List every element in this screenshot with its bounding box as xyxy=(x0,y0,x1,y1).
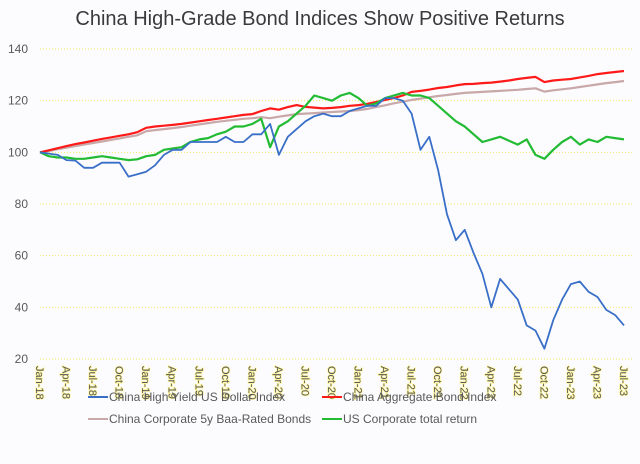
y-tick-label: 100 xyxy=(8,145,28,159)
x-tick-label: Jan-22 xyxy=(458,366,470,400)
x-tick-label: Jan-21 xyxy=(352,366,364,400)
y-tick-label: 40 xyxy=(15,300,29,314)
series-line-0 xyxy=(39,97,625,350)
y-axis-ticks: 20 40 60 80 100 120 140 xyxy=(8,42,28,366)
x-tick-label: Apr-22 xyxy=(484,366,496,399)
x-tick-label: Oct-21 xyxy=(431,366,443,399)
x-tick-label: Jul-18 xyxy=(86,366,98,396)
x-tick-label: Jul-20 xyxy=(298,366,310,396)
series-line-2 xyxy=(39,79,625,154)
x-tick-label: Apr-20 xyxy=(272,366,284,399)
x-tick-label: Jul-21 xyxy=(405,366,417,396)
x-tick-label: Jan-19 xyxy=(139,366,151,400)
y-tick-label: 60 xyxy=(15,249,29,263)
legend: China High Yield US Dollar Index China Ag… xyxy=(88,390,496,426)
x-tick-label: Jul-19 xyxy=(192,366,204,396)
x-tick-label: Oct-20 xyxy=(325,366,337,399)
x-tick-label: Apr-21 xyxy=(378,366,390,399)
y-tick-label: 140 xyxy=(8,42,28,56)
legend-label: China High Yield US Dollar Index xyxy=(109,390,285,404)
x-axis-ticks: Jan-18 Apr-18 Jul-18 Oct-18 Jan-19 Apr-19 Jul-… xyxy=(32,365,630,400)
x-tick-label: Jan-18 xyxy=(33,366,45,400)
x-tick-label: Jul-23 xyxy=(617,366,629,396)
legend-label: China Aggregate Bond Index xyxy=(343,390,496,404)
y-tick-label: 120 xyxy=(8,94,28,108)
x-tick-label: Oct-19 xyxy=(219,366,231,399)
series-lines xyxy=(39,69,625,350)
x-tick-label: Apr-23 xyxy=(590,366,602,399)
gridlines xyxy=(40,48,632,360)
x-tick-label: Oct-18 xyxy=(113,366,125,399)
series-line-1 xyxy=(39,69,625,154)
x-tick-label: Oct-22 xyxy=(537,366,549,399)
y-tick-label: 80 xyxy=(15,197,29,211)
x-tick-label: Jan-20 xyxy=(245,366,257,400)
legend-label: China Corporate 5y Baa-Rated Bonds xyxy=(109,412,311,426)
x-tick-label: Jul-22 xyxy=(511,366,523,396)
y-tick-label: 20 xyxy=(15,352,29,366)
series-line-3 xyxy=(39,91,625,162)
legend-label: US Corporate total return xyxy=(343,412,477,426)
x-tick-label: Jan-23 xyxy=(564,366,576,400)
x-tick-label: Apr-18 xyxy=(60,366,72,399)
chart-title: China High-Grade Bond Indices Show Posit… xyxy=(75,8,565,30)
x-tick-label: Apr-19 xyxy=(166,366,178,399)
